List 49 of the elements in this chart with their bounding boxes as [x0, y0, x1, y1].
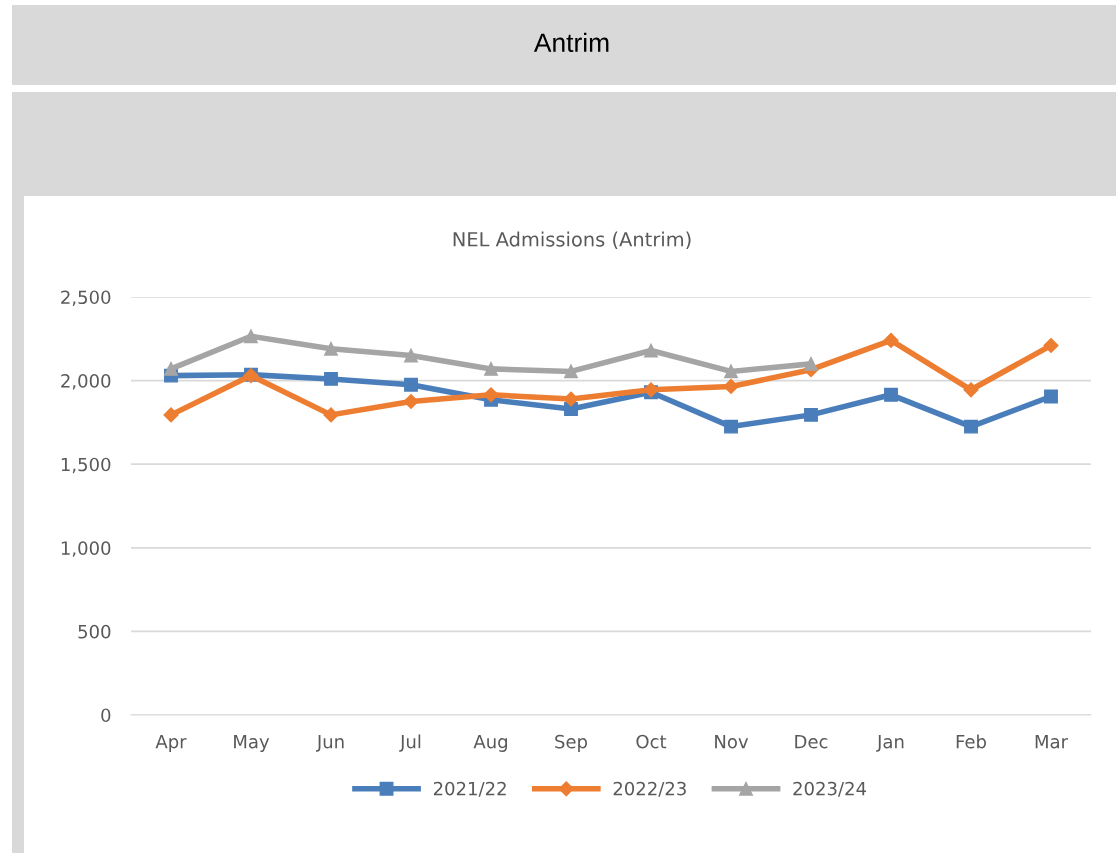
point	[484, 361, 498, 376]
legend-label: 2022/23	[613, 781, 686, 797]
point	[564, 402, 578, 416]
chart-title: Antrim	[533, 32, 609, 53]
x-tick-label: Jan	[876, 735, 904, 752]
point	[163, 407, 179, 423]
point	[723, 378, 739, 395]
legend-label: 2023/24	[793, 781, 867, 797]
x-tick-label: May	[234, 735, 270, 752]
point	[563, 391, 579, 407]
x-tick-label: Nov	[715, 735, 749, 749]
point	[1044, 389, 1058, 404]
y-tick-label: 2,000	[61, 374, 111, 390]
x-tick-label: Oct	[636, 734, 667, 749]
x-tick-label: Dec	[795, 735, 828, 749]
point	[244, 329, 258, 344]
point	[883, 332, 899, 349]
point	[564, 364, 578, 379]
x-tick-label: Apr	[155, 735, 187, 752]
point	[804, 407, 818, 422]
x-tick-label: Feb	[956, 734, 986, 749]
point	[724, 419, 738, 434]
y-tick-label: 2,500	[61, 290, 111, 306]
point	[404, 377, 418, 392]
point	[324, 341, 338, 356]
x-tick-label: Jul	[399, 734, 421, 752]
x-tick-label: Aug	[473, 735, 507, 752]
point	[644, 343, 658, 358]
x-tick-label: Jun	[315, 735, 344, 752]
point	[964, 419, 978, 434]
point	[724, 364, 738, 379]
x-tick-label: Sep	[555, 734, 588, 752]
point	[884, 387, 898, 402]
point	[483, 387, 499, 403]
point	[1043, 337, 1059, 354]
y-tick-label: 1,000	[61, 541, 111, 557]
point	[804, 356, 818, 371]
point	[963, 382, 979, 398]
x-tick-label: Mar	[1035, 735, 1069, 749]
legend-label: 2021/22	[433, 781, 506, 797]
chart-subtitle: NEL Admissions (Antrim)	[453, 231, 691, 249]
point	[403, 393, 419, 410]
point	[404, 348, 418, 363]
y-tick-label: 500	[78, 624, 111, 639]
point	[324, 371, 338, 386]
y-tick-label: 0	[101, 708, 111, 723]
point	[323, 407, 339, 423]
point	[164, 361, 178, 376]
y-tick-label: 1,500	[61, 457, 111, 474]
